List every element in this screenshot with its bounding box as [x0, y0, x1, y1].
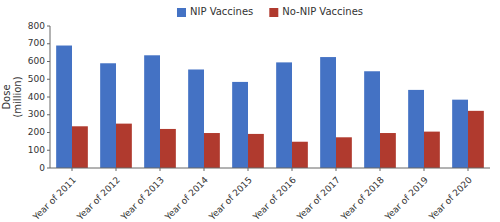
bar	[204, 133, 220, 168]
bar	[188, 69, 204, 168]
bar	[320, 57, 336, 168]
x-tick-label: Year of 2014	[162, 175, 210, 222]
y-tick	[47, 97, 50, 98]
x-tick-label: Year of 2016	[250, 175, 298, 222]
bars	[56, 46, 484, 168]
x-tick-label: Year of 2020	[426, 175, 474, 222]
x-tick	[116, 168, 117, 171]
legend-swatch	[269, 8, 278, 17]
x-tick	[204, 168, 205, 171]
y-tick-label: 700	[28, 38, 45, 48]
x-tick	[248, 168, 249, 171]
bar	[232, 82, 248, 168]
x-tick	[380, 168, 381, 171]
y-tick	[47, 132, 50, 133]
legend-label: NIP Vaccines	[190, 6, 253, 17]
x-tick-label: Year of 2012	[74, 175, 122, 222]
bar	[364, 71, 380, 168]
bar	[56, 46, 72, 168]
y-tick	[47, 43, 50, 44]
x-tick-label: Year of 2013	[118, 175, 166, 222]
bar	[336, 137, 352, 168]
y-tick	[47, 168, 50, 169]
y-tick-label: 200	[28, 127, 45, 137]
y-tick-label: 100	[28, 145, 45, 155]
x-tick	[292, 168, 293, 171]
y-tick-label: 600	[28, 56, 45, 66]
legend: NIP Vaccines No-NIP Vaccines	[177, 6, 363, 17]
bar	[248, 134, 264, 168]
x-tick-label: Year of 2017	[294, 175, 342, 222]
bar	[468, 111, 484, 168]
legend-swatch	[177, 8, 186, 17]
bar	[380, 133, 396, 168]
bar	[408, 90, 424, 168]
bar	[292, 142, 308, 168]
y-tick	[47, 114, 50, 115]
y-tick-label: 300	[28, 109, 45, 119]
y-tick-label: 500	[28, 74, 45, 84]
x-tick	[424, 168, 425, 171]
bar	[116, 124, 132, 168]
y-tick-label: 0	[39, 163, 45, 173]
x-tick-label: Year of 2019	[382, 175, 430, 222]
x-tick	[72, 168, 73, 171]
y-tick-label: 400	[28, 92, 45, 102]
bar	[160, 129, 176, 168]
y-tick	[47, 150, 50, 151]
y-tick	[47, 26, 50, 27]
bar	[424, 132, 440, 168]
x-tick	[160, 168, 161, 171]
bar	[100, 63, 116, 168]
chart: 0100200300400500600700800Year of 2011Yea…	[0, 0, 500, 222]
x-tick	[336, 168, 337, 171]
x-tick-label: Year of 2011	[30, 175, 78, 222]
x-tick-label: Year of 2015	[206, 175, 254, 222]
y-tick	[47, 61, 50, 62]
chart-container: 0100200300400500600700800Year of 2011Yea…	[0, 0, 500, 222]
y-tick-label: 800	[28, 21, 45, 31]
bar	[276, 62, 292, 168]
legend-label: No-NIP Vaccines	[282, 6, 363, 17]
y-tick	[47, 79, 50, 80]
x-tick	[468, 168, 469, 171]
y-axis-label: Dose(million)	[1, 76, 23, 117]
bar	[72, 126, 88, 168]
bar	[144, 55, 160, 168]
bar	[452, 100, 468, 168]
x-tick-label: Year of 2018	[338, 175, 386, 222]
